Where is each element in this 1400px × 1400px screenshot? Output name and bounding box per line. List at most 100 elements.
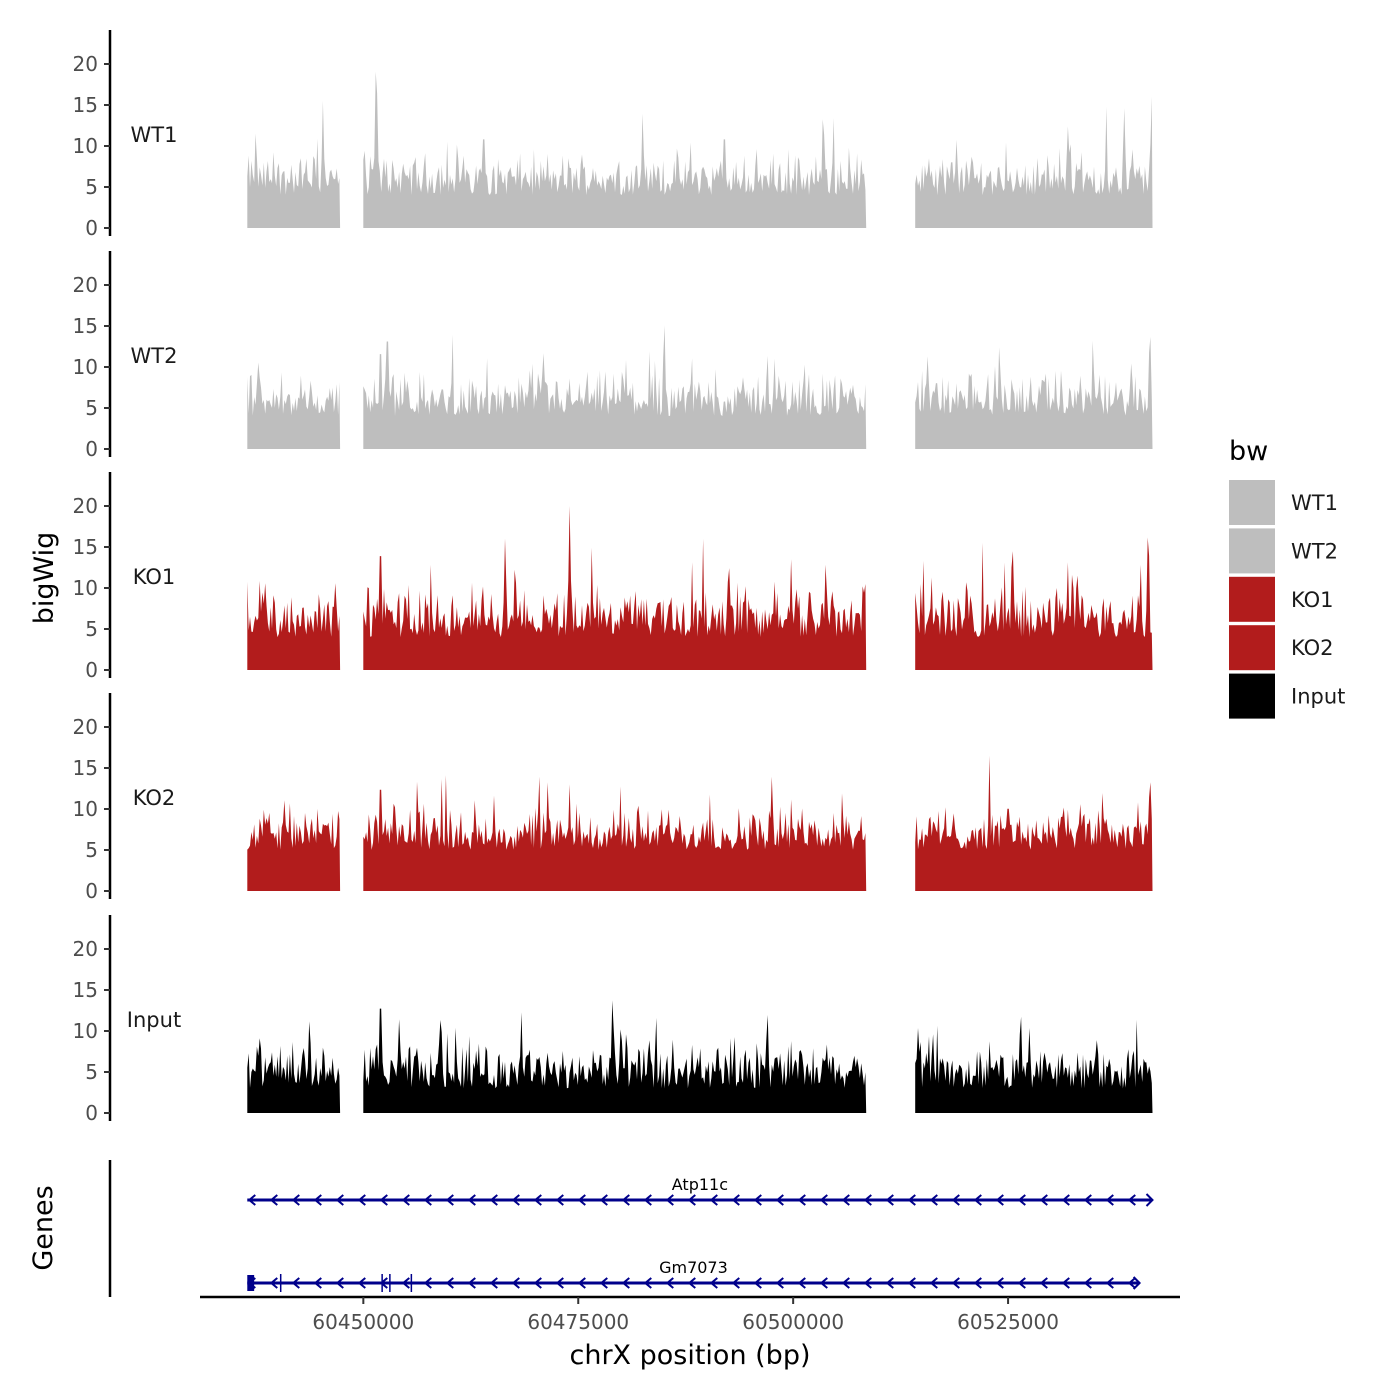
strand-arrow — [863, 1194, 872, 1206]
coverage-area-ko1-0 — [247, 580, 341, 670]
strand-arrow — [753, 1277, 762, 1289]
track-panel-wt1: 0 5 10 15 20 WT1 — [73, 30, 1153, 240]
strand-arrow — [335, 1194, 344, 1206]
strand-arrow — [1127, 1277, 1136, 1289]
exon-4 — [410, 1274, 413, 1292]
gene-gm7073: Gm7073 — [247, 1258, 1142, 1292]
strand-arrow — [731, 1194, 740, 1206]
strand-arrow — [247, 1194, 256, 1206]
y-tick-label: 0 — [85, 1101, 98, 1125]
coverage-area-wt1-1 — [363, 71, 867, 228]
strand-arrow — [1083, 1194, 1092, 1206]
strand-arrow — [929, 1277, 938, 1289]
strand-arrow — [1061, 1194, 1070, 1206]
strand-arrow — [775, 1277, 784, 1289]
strand-arrow — [291, 1194, 300, 1206]
track-label-wt1: WT1 — [131, 123, 178, 147]
strand-arrow — [885, 1194, 894, 1206]
genes-panel: Genes Atp11c Gm7073 — [28, 1160, 1154, 1297]
strand-arrow — [863, 1277, 872, 1289]
strand-arrow — [511, 1277, 520, 1289]
strand-arrow — [577, 1277, 586, 1289]
strand-arrow — [1105, 1277, 1114, 1289]
gene-label-gm7073: Gm7073 — [659, 1258, 728, 1277]
y-tick-label: 20 — [73, 937, 98, 961]
coverage-area-ko1-2 — [915, 537, 1153, 670]
strand-arrow — [335, 1277, 344, 1289]
strand-arrow — [555, 1194, 564, 1206]
y-tick-label: 15 — [73, 756, 98, 780]
strand-arrow — [533, 1194, 542, 1206]
y-tick-label: 5 — [85, 396, 98, 420]
strand-arrow — [995, 1277, 1004, 1289]
strand-arrow — [467, 1194, 476, 1206]
legend-label: Input — [1291, 685, 1345, 709]
strand-arrow — [621, 1194, 630, 1206]
strand-arrow — [929, 1194, 938, 1206]
y-tick-label: 20 — [73, 52, 98, 76]
strand-arrow — [709, 1194, 718, 1206]
legend-item-input: Input — [1229, 673, 1345, 719]
strand-arrow — [1017, 1277, 1026, 1289]
gene-end-arrow — [1132, 1276, 1142, 1290]
strand-arrow — [1039, 1277, 1048, 1289]
strand-arrow — [467, 1277, 476, 1289]
strand-arrow — [1039, 1194, 1048, 1206]
strand-arrow — [775, 1194, 784, 1206]
y-tick-label: 5 — [85, 175, 98, 199]
track-panel-wt2: 0 5 10 15 20 WT2 — [73, 251, 1153, 461]
strand-arrow — [973, 1194, 982, 1206]
coverage-area-input-0 — [247, 1021, 341, 1113]
legend: bw WT1 WT2 KO1 KO2 Input — [1229, 436, 1345, 719]
coverage-area-wt2-1 — [363, 325, 867, 449]
genes-axis-title: Genes — [28, 1185, 59, 1270]
y-tick-label: 10 — [73, 134, 98, 158]
y-tick-label: 20 — [73, 494, 98, 518]
strand-arrow — [445, 1277, 454, 1289]
legend-swatch — [1229, 528, 1275, 574]
strand-arrow — [269, 1277, 278, 1289]
legend-label: WT1 — [1291, 491, 1338, 515]
x-tick-label: 60500000 — [742, 1310, 844, 1334]
coverage-area-ko1-1 — [363, 506, 867, 670]
strand-arrow — [1061, 1277, 1070, 1289]
strand-arrow — [533, 1277, 542, 1289]
legend-item-ko1: KO1 — [1229, 576, 1334, 622]
strand-arrow — [489, 1194, 498, 1206]
strand-arrow — [819, 1277, 828, 1289]
strand-arrow — [269, 1194, 278, 1206]
strand-arrow — [401, 1194, 410, 1206]
track-panel-input: 0 5 10 15 20 Input — [73, 915, 1153, 1125]
y-tick-label: 10 — [73, 1019, 98, 1043]
track-panel-ko2: 0 5 10 15 20 KO2 — [73, 693, 1153, 903]
strand-arrow — [489, 1277, 498, 1289]
strand-arrow — [577, 1194, 586, 1206]
gene-atp11c: Atp11c — [247, 1175, 1154, 1207]
track-label-input: Input — [127, 1008, 181, 1032]
y-tick-label: 0 — [85, 216, 98, 240]
strand-arrow — [687, 1277, 696, 1289]
strand-arrow — [1127, 1194, 1136, 1206]
track-label-wt2: WT2 — [131, 344, 178, 368]
exon-1 — [279, 1274, 282, 1292]
exon-2 — [381, 1274, 383, 1292]
y-tick-label: 20 — [73, 715, 98, 739]
strand-arrow — [995, 1194, 1004, 1206]
strand-arrow — [621, 1277, 630, 1289]
strand-arrow — [445, 1194, 454, 1206]
strand-arrow — [841, 1277, 850, 1289]
strand-arrow — [401, 1277, 410, 1289]
coverage-area-input-2 — [915, 1016, 1153, 1113]
y-tick-label: 10 — [73, 576, 98, 600]
y-tick-label: 5 — [85, 1060, 98, 1084]
y-axis-title: bigWig — [29, 532, 60, 625]
x-tick-label: 60450000 — [312, 1310, 414, 1334]
strand-arrow — [665, 1277, 674, 1289]
legend-label: WT2 — [1291, 539, 1338, 563]
strand-arrow — [951, 1277, 960, 1289]
y-tick-label: 15 — [73, 978, 98, 1002]
strand-arrow — [1083, 1277, 1092, 1289]
track-label-ko2: KO2 — [133, 786, 176, 810]
coverage-area-ko2-1 — [363, 775, 867, 891]
strand-arrow — [687, 1194, 696, 1206]
